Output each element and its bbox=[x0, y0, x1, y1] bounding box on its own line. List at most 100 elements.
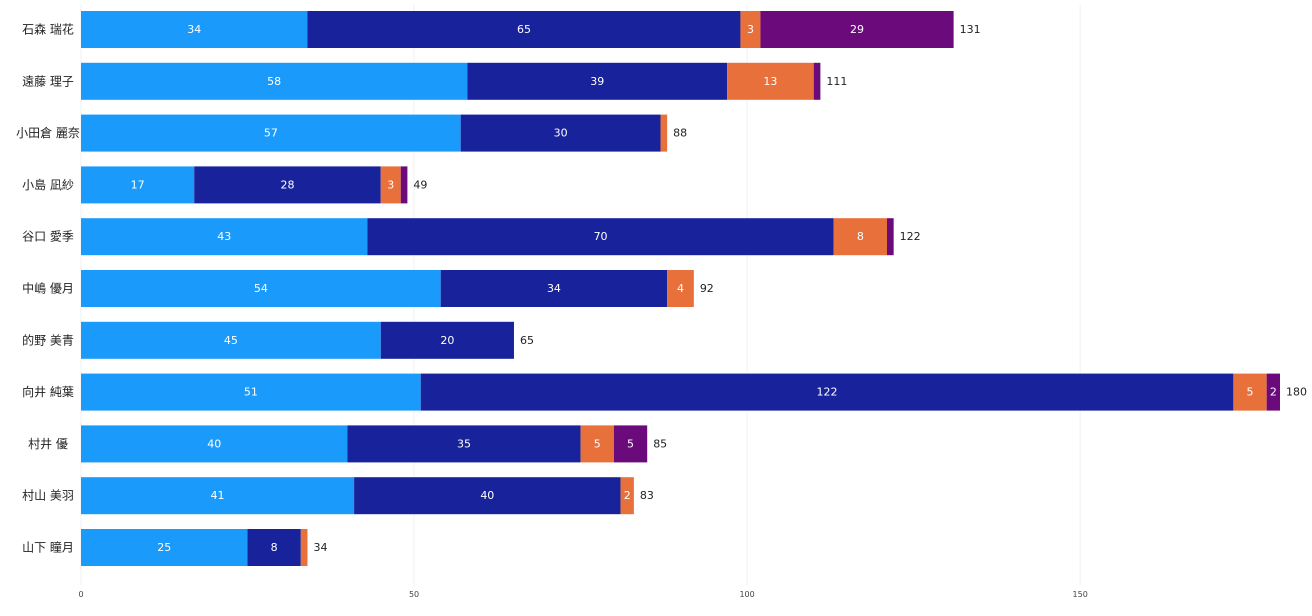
total-value-label: 180 bbox=[1286, 386, 1307, 399]
bar-segment-series4 bbox=[613, 425, 648, 463]
total-value-label: 111 bbox=[826, 75, 847, 88]
bar-segment-series1 bbox=[81, 425, 348, 463]
bar-segment-series3 bbox=[727, 62, 814, 100]
bar-segment-series2 bbox=[440, 270, 668, 307]
category-label: 小田倉 麗奈 bbox=[16, 125, 80, 140]
bar-segment-series3 bbox=[620, 477, 634, 515]
segment-value-label: 34 bbox=[187, 23, 201, 36]
bar-segment-series4 bbox=[400, 166, 408, 204]
x-tick-label: 100 bbox=[739, 590, 754, 599]
segment-value-label: 30 bbox=[554, 127, 568, 140]
total-value-label: 88 bbox=[673, 127, 687, 140]
segment-value-label: 70 bbox=[594, 230, 608, 243]
bar-segment-series2 bbox=[460, 114, 661, 152]
bar-segment-series2 bbox=[380, 321, 514, 359]
bar-segment-series1 bbox=[81, 373, 421, 411]
segment-value-label: 2 bbox=[624, 489, 631, 502]
total-value-label: 34 bbox=[313, 541, 327, 554]
segment-value-label: 4 bbox=[677, 282, 684, 295]
category-label: 村山 美羽 bbox=[22, 489, 74, 503]
segment-value-label: 43 bbox=[217, 230, 231, 243]
segment-value-label: 57 bbox=[264, 127, 278, 140]
bar-segment-series4 bbox=[760, 11, 954, 48]
segment-value-label: 17 bbox=[131, 178, 145, 191]
bar-segment-series2 bbox=[467, 62, 728, 100]
bar-segment-series1 bbox=[81, 166, 195, 204]
total-value-label: 65 bbox=[520, 334, 534, 347]
bar-segment-series4 bbox=[886, 218, 894, 256]
segment-value-label: 13 bbox=[763, 75, 777, 88]
bar-segment-series2 bbox=[420, 373, 1234, 411]
bar-segment-series2 bbox=[194, 166, 381, 204]
segment-value-label: 45 bbox=[224, 334, 238, 347]
segment-value-label: 40 bbox=[480, 489, 494, 502]
bar-segment-series3 bbox=[660, 114, 668, 152]
total-value-label: 83 bbox=[640, 489, 654, 502]
category-label: 小島 凪紗 bbox=[22, 177, 74, 192]
bar-segment-series4 bbox=[1266, 373, 1280, 411]
segment-value-label: 20 bbox=[440, 334, 454, 347]
bar-segment-series3 bbox=[380, 166, 401, 204]
bar-segment-series3 bbox=[580, 425, 614, 463]
bar-segment-series2 bbox=[367, 218, 834, 256]
segment-value-label: 122 bbox=[817, 386, 838, 399]
x-tick-label: 50 bbox=[409, 590, 419, 599]
bar-segment-series2 bbox=[347, 425, 581, 463]
bar-segment-series3 bbox=[1233, 373, 1267, 411]
segment-value-label: 5 bbox=[627, 437, 634, 450]
category-label: 谷口 愛季 bbox=[22, 230, 74, 244]
category-label: 的野 美青 bbox=[22, 332, 74, 347]
x-tick-label: 0 bbox=[78, 590, 83, 599]
segment-value-label: 3 bbox=[387, 178, 394, 191]
segment-value-label: 3 bbox=[747, 23, 754, 36]
segment-value-label: 41 bbox=[211, 489, 225, 502]
bar-segment-series3 bbox=[300, 529, 308, 566]
segment-value-label: 25 bbox=[157, 541, 171, 554]
segment-value-label: 8 bbox=[271, 541, 278, 554]
segment-value-label: 51 bbox=[244, 386, 258, 399]
segment-value-label: 54 bbox=[254, 282, 268, 295]
total-value-label: 131 bbox=[960, 23, 981, 36]
segment-value-label: 40 bbox=[207, 437, 221, 450]
bar-segment-series4 bbox=[813, 62, 821, 100]
segment-value-label: 34 bbox=[547, 282, 561, 295]
bar-segment-series1 bbox=[81, 62, 468, 100]
total-value-label: 49 bbox=[413, 178, 427, 191]
segment-value-label: 39 bbox=[590, 75, 604, 88]
category-label: 中嶋 優月 bbox=[22, 281, 74, 296]
total-value-label: 122 bbox=[900, 230, 921, 243]
total-value-label: 85 bbox=[653, 437, 667, 450]
category-label: 向井 純葉 bbox=[22, 384, 74, 399]
segment-value-label: 35 bbox=[457, 437, 471, 450]
bar-segment-series1 bbox=[81, 270, 441, 307]
segment-value-label: 2 bbox=[1270, 386, 1277, 399]
bar-segment-series2 bbox=[307, 11, 741, 48]
segment-value-label: 58 bbox=[267, 75, 281, 88]
bar-segments bbox=[81, 11, 1280, 566]
bar-segment-series1 bbox=[81, 114, 461, 152]
segment-value-label: 29 bbox=[850, 23, 864, 36]
bar-segment-series1 bbox=[81, 11, 308, 48]
segment-value-label: 65 bbox=[517, 23, 531, 36]
x-axis-ticks: 0 50 100 150 bbox=[78, 590, 1087, 599]
bar-segment-series1 bbox=[81, 321, 381, 359]
segment-value-label: 5 bbox=[1247, 386, 1254, 399]
bar-segment-series1 bbox=[81, 218, 368, 256]
bar-segment-series1 bbox=[81, 477, 355, 515]
bar-segment-series1 bbox=[81, 529, 248, 566]
category-label: 山下 瞳月 bbox=[22, 540, 74, 555]
category-label: 遠藤 理子 bbox=[22, 74, 74, 88]
bar-segment-series3 bbox=[667, 270, 694, 307]
bar-segment-series2 bbox=[354, 477, 621, 515]
segment-value-label: 8 bbox=[857, 230, 864, 243]
bar-segment-series2 bbox=[247, 529, 301, 566]
bar-segment-series3 bbox=[833, 218, 887, 256]
category-label: 石森 瑞花 bbox=[22, 22, 74, 37]
segment-value-label: 5 bbox=[594, 437, 601, 450]
bar-segment-series3 bbox=[740, 11, 761, 48]
segment-value-label: 28 bbox=[280, 178, 294, 191]
